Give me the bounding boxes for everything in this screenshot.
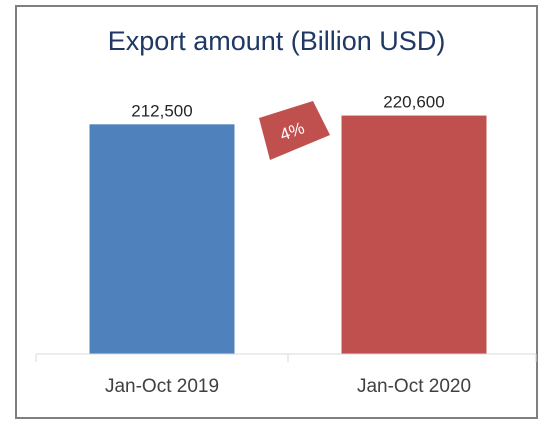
bar-2 [341, 115, 487, 354]
growth-badge: 4% [259, 101, 330, 160]
data-label-1: 212,500 [131, 101, 192, 120]
growth-badge-shape [259, 101, 330, 160]
labels-layer: 212,500 Jan-Oct 2019 220,600 Jan-Oct 2020 [105, 93, 471, 397]
data-label-2: 220,600 [383, 93, 444, 112]
x-tick-label-2: Jan-Oct 2020 [357, 376, 471, 397]
x-tick-label-1: Jan-Oct 2019 [105, 376, 219, 397]
bars-layer [89, 115, 487, 354]
chart-title: Export amount (Billion USD) [107, 26, 446, 56]
bar-1 [89, 124, 235, 354]
